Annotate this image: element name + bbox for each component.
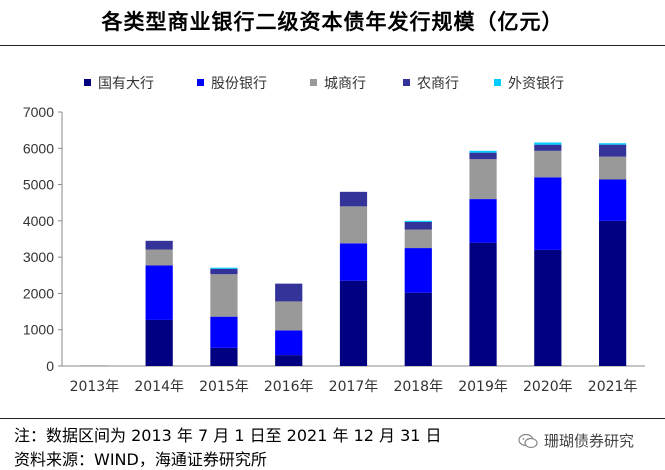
bar-segment	[210, 268, 238, 275]
bar-segment	[599, 156, 627, 180]
bar-segment	[404, 292, 432, 366]
x-axis: 2013年 2014年 2015年 2016年 2017年 2018年 2019年 2020年…	[62, 365, 645, 395]
bar-segment	[469, 199, 497, 243]
y-tick-label: 3000	[23, 249, 54, 265]
bar-segment	[599, 220, 627, 366]
bar-segment	[339, 243, 368, 281]
bar-segment	[275, 283, 303, 302]
legend-label: 股份银行	[211, 76, 267, 92]
legend-label: 城商行	[324, 76, 366, 92]
y-tick-label: 2000	[23, 285, 54, 301]
bar-segment	[339, 206, 368, 244]
bar-segment	[404, 248, 432, 293]
bar-segment	[145, 240, 173, 250]
bar-segment	[145, 249, 173, 266]
bar-segment	[275, 301, 303, 331]
legend-label: 外资银行	[508, 76, 564, 92]
y-axis: 0 1000 2000 3000 4000 5000 6000 7000	[23, 104, 63, 374]
legend-swatch	[310, 79, 317, 86]
source-note: 资料来源：WIND，海通证券研究所	[14, 450, 267, 469]
bar-segment	[469, 152, 497, 160]
bar-segment	[145, 319, 173, 366]
bar-segment	[210, 267, 238, 269]
y-tick-label: 7000	[23, 104, 54, 120]
bar-segment	[534, 144, 562, 151]
bar-segment	[404, 221, 432, 230]
bar-segment	[599, 179, 627, 221]
x-tick-label: 2016年	[264, 379, 314, 395]
bar-segment	[599, 144, 627, 157]
x-tick-label: 2021年	[588, 379, 638, 395]
bar-segment	[534, 142, 562, 145]
title-divider	[0, 45, 665, 46]
y-tick-label: 0	[46, 358, 54, 374]
bar-segment	[534, 249, 562, 366]
x-tick-label: 2014年	[134, 379, 184, 395]
bar-segment	[210, 274, 238, 317]
bar-segment	[534, 177, 562, 250]
footer-divider	[0, 418, 665, 419]
bar-segment	[469, 159, 497, 200]
x-tick-label: 2019年	[458, 379, 508, 395]
bar-segment	[275, 355, 303, 366]
legend-swatch	[197, 79, 204, 86]
chart-legend: 国有大行 股份银行 城商行 农商行 外资银行	[84, 76, 564, 92]
x-tick-label: 2015年	[199, 379, 249, 395]
watermark: 珊瑚债券研究	[518, 430, 634, 451]
bar-segment	[469, 242, 497, 366]
bar-segment	[339, 280, 368, 366]
chart-title: 各类型商业银行二级资本债年发行规模（亿元）	[101, 10, 564, 34]
legend-swatch	[494, 79, 501, 86]
bar-segment	[469, 150, 497, 153]
y-tick-label: 4000	[23, 213, 54, 229]
wechat-icon	[518, 433, 538, 448]
x-tick-label: 2013年	[70, 379, 120, 395]
bar-segment	[80, 365, 108, 367]
y-tick-label: 1000	[23, 322, 54, 338]
x-tick-label: 2018年	[393, 379, 443, 395]
legend-swatch	[84, 79, 91, 86]
legend-swatch	[403, 79, 410, 86]
bar-segment	[145, 265, 173, 320]
data-range-note: 注：数据区间为 2013 年 7 月 1 日至 2021 年 12 月 31 日	[14, 426, 442, 445]
watermark-label: 珊瑚债券研究	[544, 432, 635, 450]
stacked-bar-chart: 国有大行 股份银行 城商行 农商行 外资银行 0 1000 2000 3000 4000 5000…	[23, 76, 645, 395]
bar-segment	[534, 150, 562, 178]
x-tick-label: 2017年	[329, 379, 379, 395]
bars	[80, 142, 627, 367]
legend-label: 农商行	[417, 76, 459, 92]
bar-segment	[404, 229, 432, 249]
bar-segment	[210, 347, 238, 366]
bar-segment	[275, 330, 303, 356]
y-tick-label: 6000	[23, 140, 54, 156]
bar-segment	[404, 220, 432, 222]
bar-segment	[339, 191, 368, 207]
bar-segment	[210, 316, 238, 348]
x-tick-label: 2020年	[523, 379, 573, 395]
y-tick-label: 5000	[23, 177, 54, 193]
bar-segment	[599, 143, 627, 145]
legend-label: 国有大行	[98, 76, 154, 92]
